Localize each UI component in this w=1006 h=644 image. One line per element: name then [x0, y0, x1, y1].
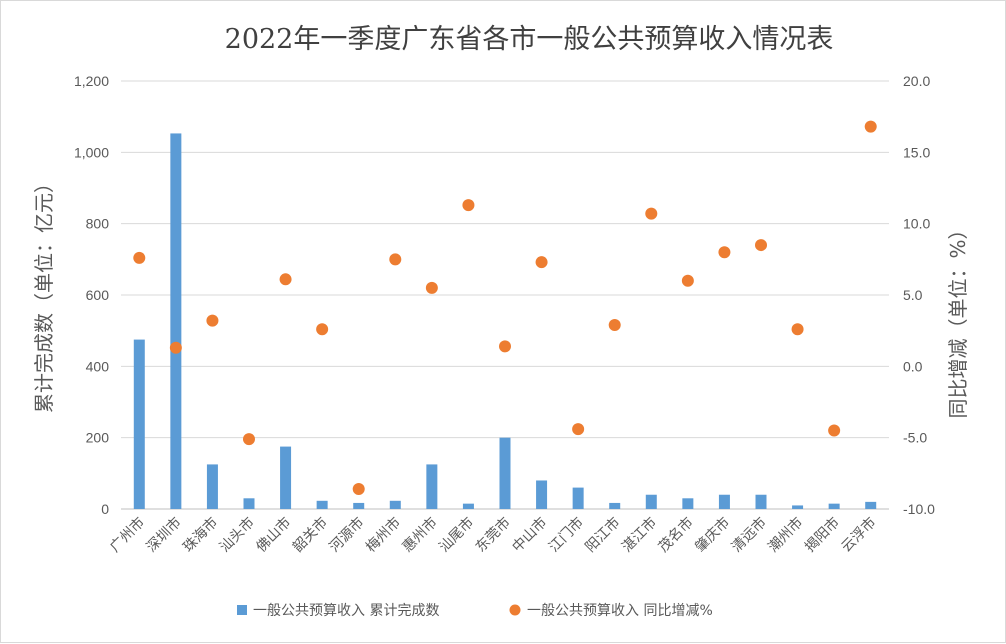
right-tick-label: -10.0 [903, 501, 935, 517]
bar [682, 498, 694, 509]
bar [206, 464, 218, 509]
scatter-point [718, 246, 731, 259]
right-tick-label: -5.0 [903, 430, 927, 446]
bar [536, 480, 548, 509]
right-tick-label: 5.0 [903, 287, 923, 303]
bar [243, 498, 255, 509]
bar [609, 502, 621, 509]
scatter-point [645, 207, 658, 220]
bar [792, 505, 804, 509]
left-tick-label: 400 [86, 358, 110, 374]
bar [718, 494, 730, 509]
right-tick-label: 20.0 [903, 73, 930, 89]
scatter-point [425, 281, 438, 294]
left-tick-label: 0 [101, 501, 109, 517]
scatter-point [243, 433, 255, 446]
category-label: 中山市 [509, 514, 551, 556]
category-label: 汕头市 [216, 514, 258, 556]
scatter-point [572, 423, 585, 436]
left-axis-ticks: 0 200 400 600 800 1,000 1,200 [74, 73, 109, 517]
scatter-point [499, 340, 511, 353]
bar [755, 494, 767, 509]
bar [133, 339, 145, 509]
category-label: 阳江市 [582, 514, 624, 556]
left-tick-label: 600 [86, 287, 110, 303]
category-label: 韶关市 [289, 514, 331, 556]
bar [865, 501, 877, 509]
right-axis-ticks: -10.0 -5.0 0.0 5.0 10.0 15.0 20.0 [903, 73, 935, 517]
right-axis-title: 同比增减（单位：%） [946, 219, 970, 418]
scatter-point [864, 120, 877, 133]
bar [280, 446, 292, 509]
bar-series [133, 133, 877, 509]
scatter-point [133, 251, 146, 264]
category-label: 云浮市 [838, 514, 880, 556]
category-label: 江门市 [545, 514, 587, 556]
scatter-point [608, 318, 621, 331]
category-label: 肇庆市 [692, 514, 734, 556]
right-tick-label: 15.0 [903, 144, 930, 160]
category-label: 梅州市 [362, 514, 404, 556]
category-label: 珠海市 [180, 514, 222, 556]
bar [170, 133, 182, 509]
left-tick-label: 1,200 [74, 73, 109, 89]
category-label: 湛江市 [618, 514, 660, 556]
bar [828, 503, 840, 509]
scatter-point [681, 274, 694, 287]
scatter-point [169, 341, 182, 354]
category-label: 茂名市 [655, 514, 697, 556]
left-axis-title: 累计完成数（单位：亿元） [32, 173, 56, 413]
scatter-point [791, 323, 804, 336]
left-tick-label: 800 [86, 216, 110, 232]
bar [353, 502, 365, 509]
scatter-point [316, 323, 329, 336]
scatter-point [279, 273, 292, 286]
legend: 一般公共预算收入 累计完成数 一般公共预算收入 同比增减% [237, 603, 713, 619]
category-label: 清远市 [728, 514, 770, 556]
scatter-point [389, 253, 402, 266]
bar [499, 437, 511, 509]
bar [645, 494, 657, 509]
legend-scatter-label: 一般公共预算收入 同比增减% [527, 603, 713, 619]
category-labels: 广州市深圳市珠海市汕头市佛山市韶关市河源市梅州市惠州市汕尾市东莞市中山市江门市阳… [106, 514, 879, 556]
chart-title: 2022年一季度广东省各市一般公共预算收入情况表 [225, 24, 834, 55]
scatter-series [133, 120, 877, 496]
left-tick-label: 200 [86, 430, 110, 446]
right-tick-label: 0.0 [903, 358, 923, 374]
scatter-point [535, 256, 548, 269]
category-label: 汕尾市 [436, 514, 478, 556]
right-tick-label: 10.0 [903, 216, 930, 232]
legend-bar-swatch [237, 605, 247, 615]
category-label: 揭阳市 [801, 514, 843, 556]
scatter-point [462, 199, 475, 212]
legend-scatter-swatch [509, 604, 521, 616]
scatter-point [755, 239, 767, 252]
category-label: 潮州市 [765, 514, 807, 556]
legend-bar-label: 一般公共预算收入 累计完成数 [253, 603, 439, 619]
category-label: 东莞市 [472, 514, 514, 556]
category-label: 广州市 [106, 514, 148, 556]
left-tick-label: 1,000 [74, 144, 109, 160]
bar [389, 500, 401, 509]
category-label: 佛山市 [253, 514, 295, 556]
bar [572, 487, 584, 509]
scatter-point [828, 424, 841, 437]
scatter-point [206, 314, 219, 327]
bar [462, 503, 474, 509]
category-label: 惠州市 [399, 514, 441, 556]
bar [316, 500, 328, 509]
bar [426, 464, 438, 509]
category-label: 河源市 [326, 514, 368, 556]
scatter-point [352, 483, 365, 496]
category-label: 深圳市 [143, 514, 185, 556]
